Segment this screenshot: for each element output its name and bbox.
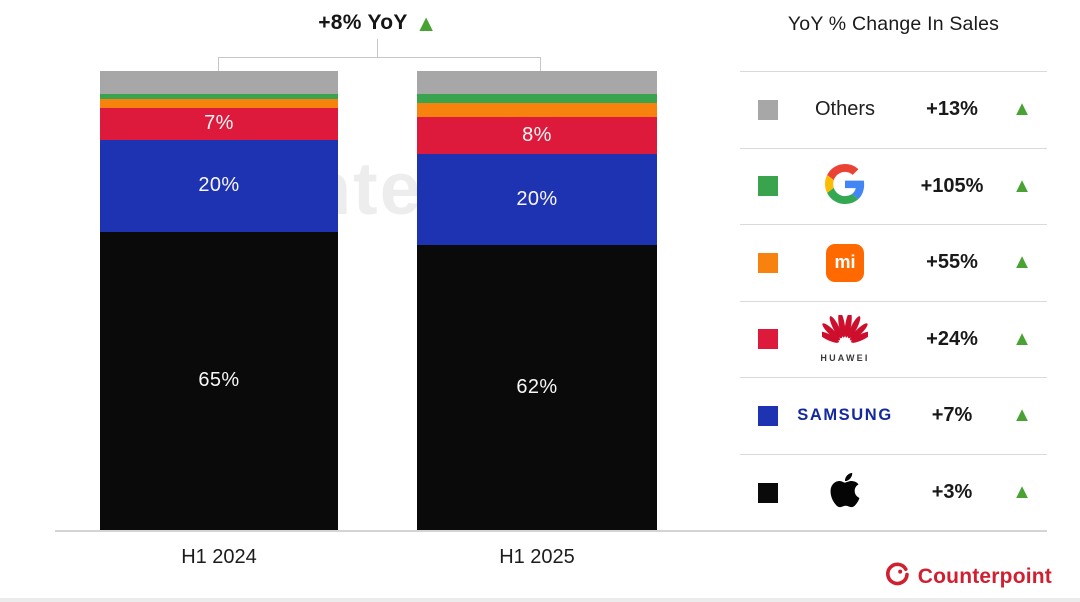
samsung-change-value: +7%	[931, 404, 973, 427]
bar-segment-samsung: 20%	[100, 139, 338, 232]
chart-title: +8% YoY ▲	[258, 10, 498, 37]
apple-change-value: +3%	[931, 481, 973, 504]
legend-swatch-samsung	[758, 405, 778, 426]
bar-segment-xiaomi	[100, 98, 338, 108]
counterpoint-wordmark: Counterpoint	[917, 564, 1052, 588]
apple-up-triangle-icon: ▲	[1012, 481, 1032, 504]
legend-swatch-huawei	[758, 329, 778, 350]
legend-swatch-others	[758, 99, 778, 120]
google-up-triangle-icon: ▲	[1012, 174, 1032, 197]
xiaomi-change-value: +55%	[926, 251, 978, 274]
segment-label: 62%	[516, 376, 558, 399]
samsung-up-triangle-icon: ▲	[1012, 404, 1032, 427]
bar-segment-apple: 62%	[417, 245, 657, 530]
google-g-logo-icon	[825, 163, 865, 209]
others-change-value: +13%	[926, 98, 978, 121]
xiaomi-mi-text: mi	[834, 252, 856, 273]
bottom-edge-strip	[0, 598, 1080, 602]
bar-segment-others	[100, 71, 338, 94]
huawei-up-triangle-icon: ▲	[1012, 327, 1032, 350]
segment-label: 20%	[198, 174, 240, 197]
legend-row-apple: +3% ▲	[740, 455, 1047, 532]
counterpoint-c-icon	[884, 561, 910, 592]
counterpoint-logo: Counterpoint	[884, 561, 1052, 592]
legend-row-samsung: SAMSUNG +7% ▲	[740, 378, 1047, 455]
stacked-bar-h1-2025: 8% 20% 62%	[417, 71, 657, 530]
x-axis-label-h1-2025: H1 2025	[499, 546, 575, 568]
segment-label: 7%	[204, 112, 234, 135]
legend-row-xiaomi: mi +55% ▲	[740, 225, 1047, 302]
bar-segment-huawei: 7%	[100, 107, 338, 140]
bar-segment-huawei: 8%	[417, 116, 657, 154]
legend-swatch-apple	[758, 482, 778, 503]
apple-logo-icon	[827, 469, 863, 516]
legend-rows: Others +13% ▲ +105%	[740, 71, 1047, 531]
bracket-stem-line	[377, 39, 378, 57]
x-axis-label-h1-2024: H1 2024	[181, 546, 257, 568]
legend-row-huawei: HUAWEI +24% ▲	[740, 302, 1047, 378]
yoy-total-change: +8% YoY	[318, 11, 408, 34]
huawei-flower-logo-icon	[818, 312, 872, 352]
yoy-up-triangle-icon: ▲	[414, 10, 438, 36]
xiaomi-mi-logo-icon: mi	[826, 243, 864, 282]
bar-segment-apple: 65%	[100, 231, 338, 530]
bar-segment-google	[417, 93, 657, 104]
segment-label: 20%	[516, 188, 558, 211]
x-axis-baseline	[55, 530, 1047, 532]
bracket-line	[218, 57, 541, 73]
segment-label: 8%	[522, 123, 552, 146]
legend-row-others: Others +13% ▲	[740, 72, 1047, 149]
legend-swatch-google	[758, 176, 778, 197]
bar-segment-samsung: 20%	[417, 153, 657, 246]
bar-segment-google	[100, 93, 338, 99]
others-label: Others	[814, 98, 876, 121]
stacked-bar-h1-2024: 7% 20% 65%	[100, 71, 338, 530]
legend-swatch-xiaomi	[758, 252, 778, 273]
legend-title: YoY % Change In Sales	[787, 13, 1000, 35]
legend-row-google: +105% ▲	[740, 149, 1047, 225]
bar-segment-others	[417, 71, 657, 94]
google-change-value: +105%	[920, 174, 984, 197]
bar-segment-xiaomi	[417, 103, 657, 117]
samsung-wordmark: SAMSUNG	[797, 406, 893, 425]
xiaomi-up-triangle-icon: ▲	[1012, 251, 1032, 274]
huawei-change-value: +24%	[926, 327, 978, 350]
others-up-triangle-icon: ▲	[1012, 98, 1032, 121]
huawei-wordmark: HUAWEI	[820, 353, 870, 364]
segment-label: 65%	[198, 369, 240, 392]
